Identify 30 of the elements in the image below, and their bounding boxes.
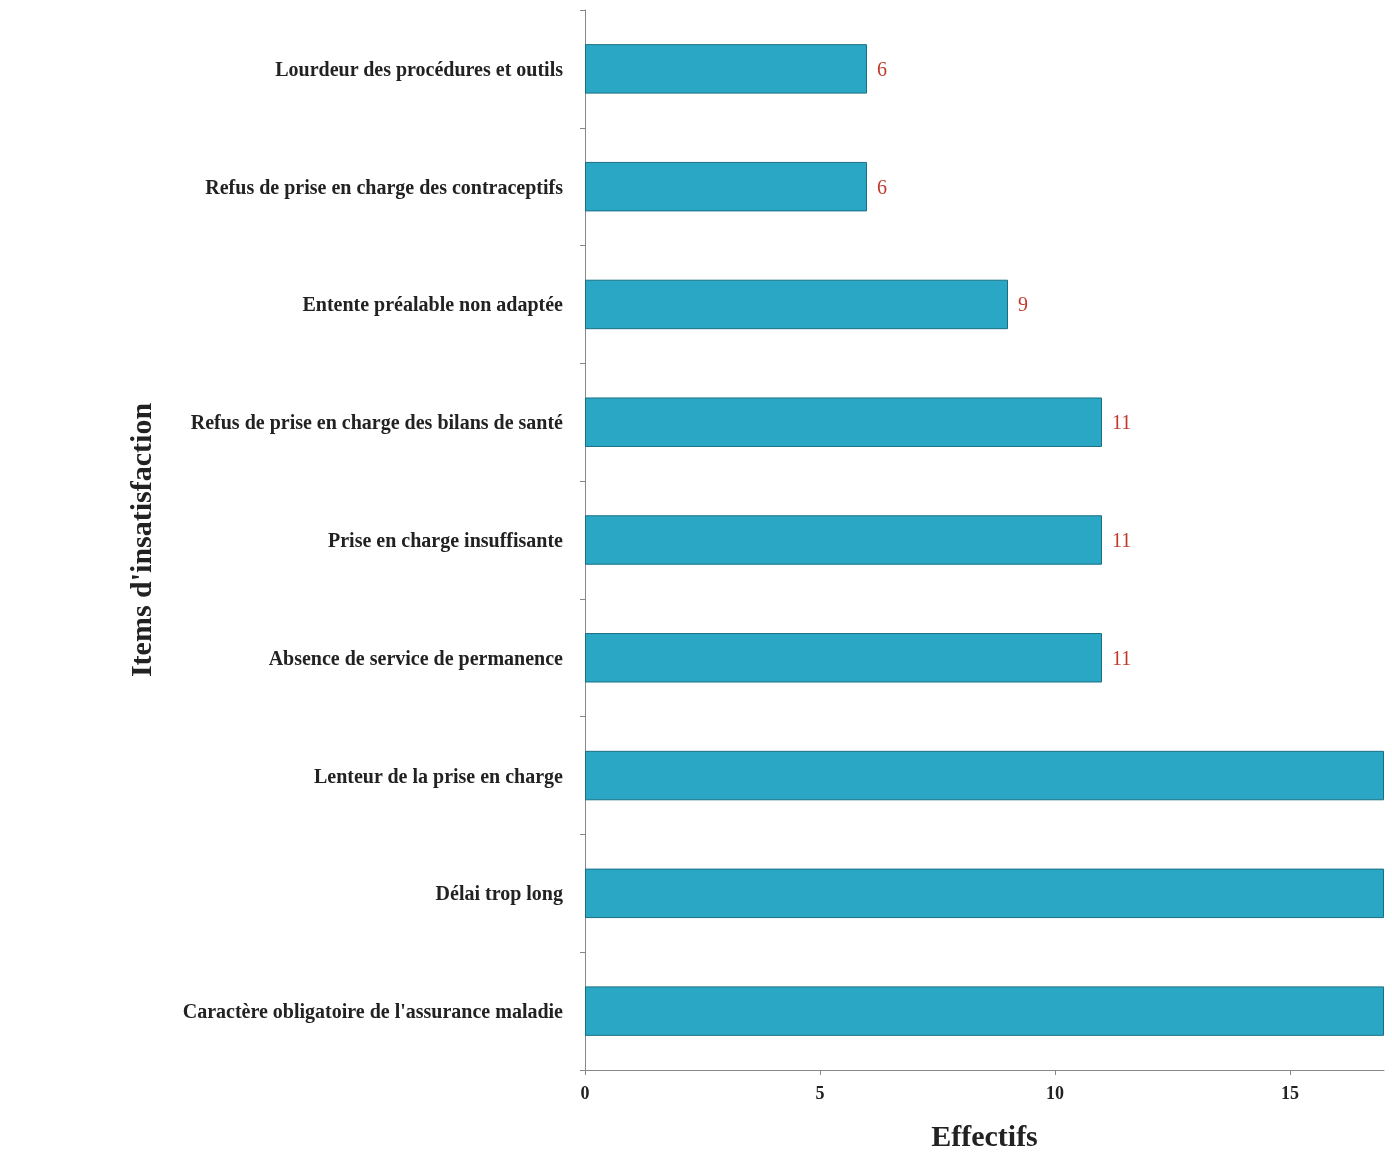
y-tick-label: Refus de prise en charge des bilans de santé (190, 411, 564, 435)
bar (585, 397, 1102, 447)
data-label: 11 (1112, 411, 1132, 434)
data-label: 6 (877, 175, 887, 198)
bar (585, 986, 1384, 1036)
bar (585, 279, 1008, 330)
data-label: 11 (1112, 529, 1132, 551)
y-tick-label: Refus de prise en charge des contraceptifs (205, 175, 564, 199)
data-label: 6 (877, 57, 887, 80)
y-tick-label: Lenteur de la prise en charge (313, 764, 564, 788)
y-tick-label: Lourdeur des procédures et outils (275, 57, 564, 81)
x-axis-title: Effectifs (931, 1118, 1038, 1152)
y-tick-label: Entente préalable non adaptée (302, 293, 564, 317)
x-tick-label: 15 (1281, 1083, 1299, 1103)
y-tick-label: Délai trop long (435, 882, 563, 906)
x-tick-label: 0 (580, 1083, 590, 1103)
y-axis-title: Items d'insatisfaction (123, 402, 157, 678)
data-label: 11 (1112, 646, 1132, 669)
bar (585, 515, 1102, 565)
y-tick-label: Absence de service de permanence (268, 646, 564, 670)
y-tick-label: Caractère obligatoire de l'assurance maladie (182, 1000, 564, 1024)
x-tick-label: 5 (815, 1083, 825, 1103)
bar (585, 750, 1384, 801)
bar (585, 44, 867, 94)
y-tick-label: Prise en charge insuffisante (328, 529, 564, 552)
bar (585, 868, 1384, 919)
x-tick-label: 10 (1046, 1083, 1064, 1103)
bar (585, 633, 1102, 683)
data-label: 9 (1018, 293, 1028, 316)
bar (585, 161, 867, 212)
